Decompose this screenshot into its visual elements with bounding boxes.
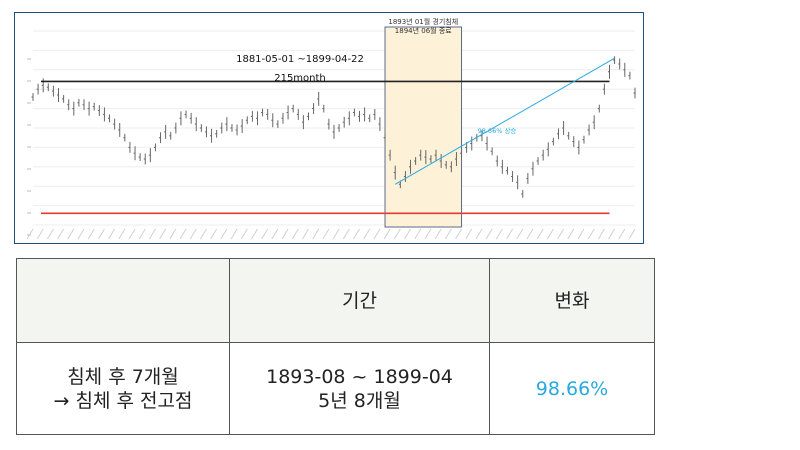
x-tick bbox=[557, 228, 565, 240]
row-change-cell: 98.66% bbox=[489, 342, 655, 435]
x-tick bbox=[373, 228, 381, 240]
x-tick bbox=[424, 228, 432, 240]
recession-note-line1: 1893년 01월 경기침체 bbox=[388, 17, 458, 26]
x-tick bbox=[169, 228, 177, 240]
x-tick bbox=[608, 228, 616, 240]
table-row: 침체 후 7개월 → 침체 후 전고점 1893-08 ~ 1899-04 5년… bbox=[16, 342, 655, 435]
x-tick bbox=[189, 228, 197, 240]
table-header-row: 기간 변화 bbox=[16, 258, 655, 343]
x-tick bbox=[516, 228, 524, 240]
x-tick bbox=[108, 228, 116, 240]
x-tick bbox=[546, 228, 554, 240]
x-tick bbox=[506, 228, 513, 240]
date-range-label: 1881-05-01 ~1899-04-22 bbox=[236, 54, 364, 65]
header-period-label: 기간 bbox=[342, 289, 377, 312]
x-tick bbox=[128, 228, 136, 240]
x-tick bbox=[465, 228, 473, 240]
x-tick bbox=[179, 228, 187, 240]
x-tick bbox=[138, 228, 146, 240]
x-tick bbox=[618, 228, 626, 240]
x-tick bbox=[97, 228, 105, 240]
x-tick bbox=[536, 228, 544, 240]
x-tick bbox=[597, 228, 605, 240]
trend-line bbox=[394, 57, 615, 185]
row-period-cell: 1893-08 ~ 1899-04 5년 8개월 bbox=[229, 342, 490, 435]
x-tick bbox=[77, 228, 85, 240]
header-cell-period: 기간 bbox=[229, 258, 490, 343]
x-tick bbox=[404, 228, 411, 240]
x-tick bbox=[332, 228, 340, 240]
x-tick bbox=[159, 228, 167, 240]
x-tick bbox=[291, 228, 299, 240]
x-tick bbox=[322, 228, 330, 240]
rise-label: 98.66% 상승 bbox=[478, 126, 517, 135]
x-tick bbox=[240, 228, 248, 240]
x-tick bbox=[363, 228, 371, 240]
header-cell-change: 변화 bbox=[489, 258, 655, 343]
x-tick bbox=[210, 228, 218, 240]
x-tick bbox=[526, 228, 534, 240]
x-tick bbox=[628, 228, 636, 240]
x-tick bbox=[271, 228, 279, 240]
x-tick bbox=[444, 228, 452, 240]
x-tick bbox=[353, 228, 360, 240]
x-tick bbox=[46, 228, 54, 240]
x-tick bbox=[281, 228, 289, 240]
x-tick bbox=[251, 228, 258, 240]
x-tick bbox=[393, 228, 401, 240]
x-tick bbox=[118, 228, 126, 240]
x-tick bbox=[414, 228, 422, 240]
recession-note-line2: 1894년 06월 종료 bbox=[395, 26, 452, 35]
x-tick bbox=[434, 228, 442, 240]
row-change: 98.66% bbox=[535, 377, 609, 400]
header-cell-empty bbox=[16, 258, 230, 343]
header-change-label: 변화 bbox=[554, 289, 590, 312]
x-tick bbox=[261, 228, 269, 240]
duration-label: 215month bbox=[274, 73, 326, 84]
x-tick bbox=[57, 228, 65, 240]
recession-shade bbox=[384, 26, 463, 228]
x-tick bbox=[67, 228, 75, 240]
x-tick bbox=[485, 228, 493, 240]
x-tick bbox=[302, 228, 309, 240]
x-tick bbox=[312, 228, 320, 240]
x-tick bbox=[220, 228, 228, 240]
x-tick bbox=[577, 228, 585, 240]
x-tick bbox=[587, 228, 595, 240]
x-tick bbox=[475, 228, 483, 240]
x-tick bbox=[36, 228, 44, 240]
row-period: 1893-08 ~ 1899-04 5년 8개월 bbox=[266, 365, 453, 412]
row-label-cell: 침체 후 7개월 → 침체 후 전고점 bbox=[16, 342, 230, 435]
x-tick bbox=[383, 228, 391, 240]
chart-frame: 1893년 01월 경기침체 1894년 06월 종료 1881-05-01 ~18… bbox=[14, 12, 644, 244]
row-label: 침체 후 7개월 → 침체 후 전고점 bbox=[53, 365, 193, 412]
x-tick bbox=[200, 228, 207, 240]
result-table: 기간 변화 침체 후 7개월 → 침체 후 전고점 1893-08 ~ 1899… bbox=[16, 258, 655, 435]
x-tick bbox=[26, 228, 34, 240]
x-tick bbox=[342, 228, 350, 240]
x-tick bbox=[149, 228, 156, 240]
x-tick bbox=[230, 228, 238, 240]
x-tick bbox=[567, 228, 575, 240]
x-tick bbox=[495, 228, 503, 240]
x-tick bbox=[455, 228, 462, 240]
x-tick bbox=[87, 228, 95, 240]
